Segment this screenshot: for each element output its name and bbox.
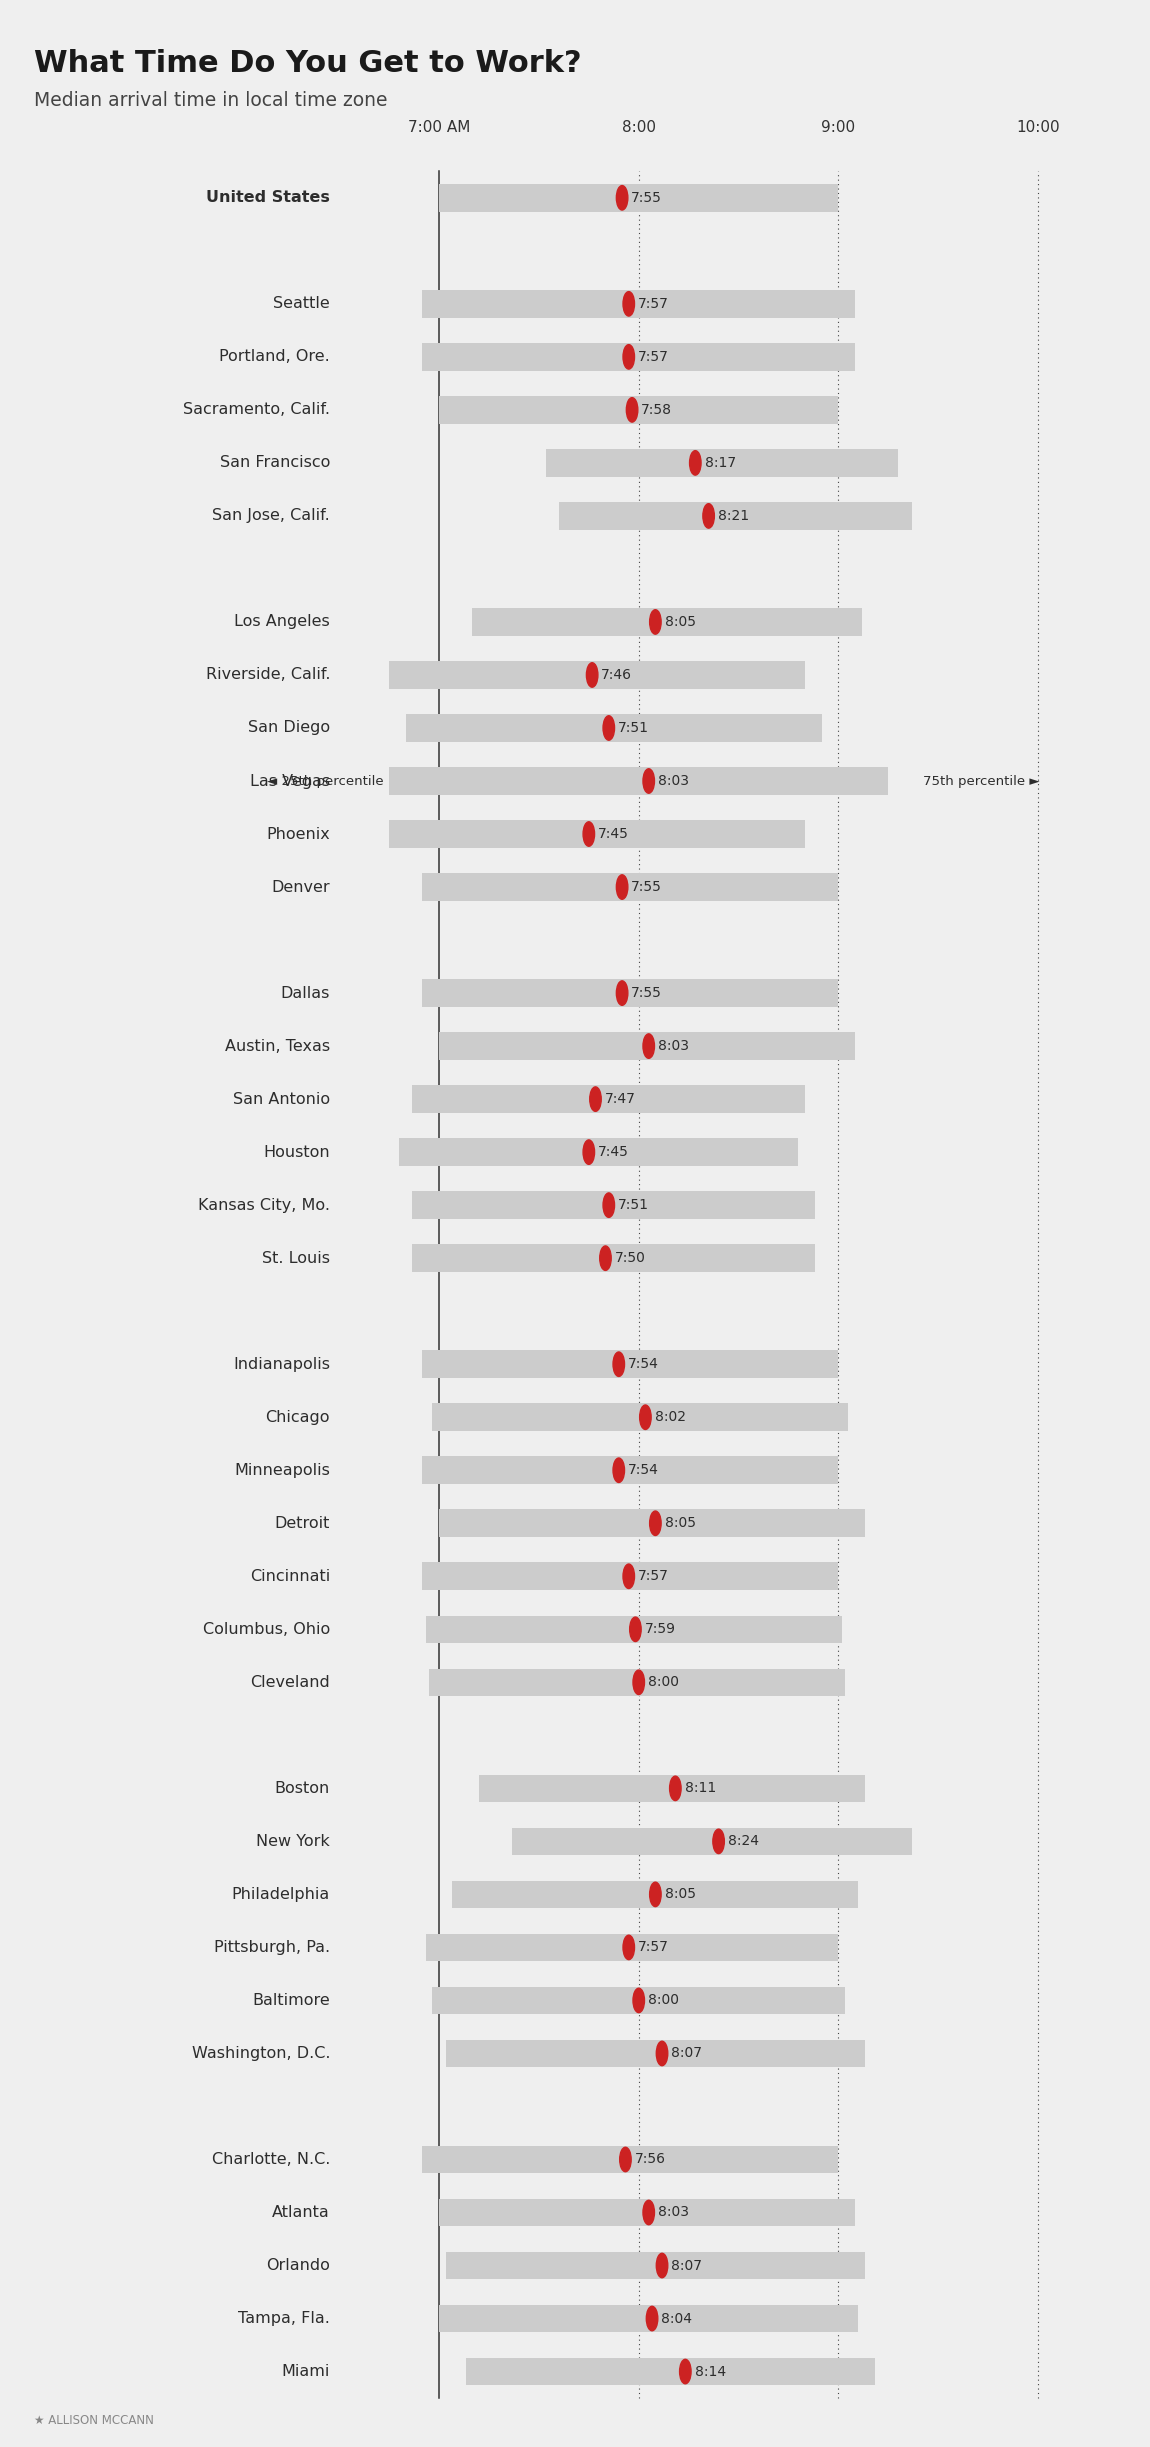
Text: 7:47: 7:47 (605, 1091, 636, 1106)
Text: 8:05: 8:05 (665, 614, 696, 629)
Text: 8:07: 8:07 (672, 2259, 703, 2273)
Text: What Time Do You Get to Work?: What Time Do You Get to Work? (34, 49, 582, 78)
Text: 7:55: 7:55 (631, 986, 662, 1001)
Text: 8:00: 8:00 (647, 1676, 678, 1688)
Text: 7:55: 7:55 (631, 881, 662, 893)
Text: Cincinnati: Cincinnati (250, 1569, 330, 1583)
Text: Charlotte, N.C.: Charlotte, N.C. (212, 2151, 330, 2168)
Text: 7:59: 7:59 (645, 1622, 675, 1637)
Text: 7:58: 7:58 (642, 404, 673, 416)
Text: 8:03: 8:03 (658, 773, 689, 788)
Text: St. Louis: St. Louis (262, 1250, 330, 1265)
Text: 7:57: 7:57 (638, 350, 669, 365)
Text: 8:03: 8:03 (658, 1040, 689, 1052)
Text: 7:50: 7:50 (614, 1250, 645, 1265)
Text: Orlando: Orlando (266, 2259, 330, 2273)
Text: 7:55: 7:55 (631, 191, 662, 206)
Text: United States: United States (206, 191, 330, 206)
Text: Washington, D.C.: Washington, D.C. (192, 2046, 330, 2060)
Text: San Antonio: San Antonio (233, 1091, 330, 1106)
Text: 7:54: 7:54 (628, 1358, 659, 1370)
Text: 7:56: 7:56 (635, 2153, 666, 2166)
Text: 8:02: 8:02 (654, 1409, 685, 1424)
Text: 8:24: 8:24 (728, 1835, 759, 1847)
Text: Houston: Houston (263, 1145, 330, 1160)
Text: 8:05: 8:05 (665, 1517, 696, 1529)
Text: 7:00 AM: 7:00 AM (408, 120, 470, 135)
Text: Pittsburgh, Pa.: Pittsburgh, Pa. (214, 1940, 330, 1955)
Text: San Francisco: San Francisco (220, 455, 330, 470)
Text: Minneapolis: Minneapolis (235, 1463, 330, 1478)
Text: ★ ALLISON MCCANN: ★ ALLISON MCCANN (34, 2415, 154, 2427)
Text: Austin, Texas: Austin, Texas (225, 1038, 330, 1055)
Text: 8:11: 8:11 (684, 1781, 715, 1796)
Text: 8:07: 8:07 (672, 2046, 703, 2060)
Text: Philadelphia: Philadelphia (232, 1887, 330, 1901)
Text: Los Angeles: Los Angeles (235, 614, 330, 629)
Text: 8:21: 8:21 (718, 509, 749, 524)
Text: 9:00: 9:00 (821, 120, 856, 135)
Text: Dallas: Dallas (281, 986, 330, 1001)
Text: 8:04: 8:04 (661, 2312, 692, 2325)
Text: Indianapolis: Indianapolis (233, 1356, 330, 1373)
Text: Tampa, Fla.: Tampa, Fla. (238, 2310, 330, 2327)
Text: 8:17: 8:17 (705, 455, 736, 470)
Text: 7:51: 7:51 (618, 1199, 649, 1211)
Text: 7:54: 7:54 (628, 1463, 659, 1478)
Text: Cleveland: Cleveland (251, 1674, 330, 1691)
Text: 8:03: 8:03 (658, 2205, 689, 2219)
Text: Median arrival time in local time zone: Median arrival time in local time zone (34, 91, 388, 110)
Text: Las Vegas: Las Vegas (250, 773, 330, 788)
Text: 75th percentile ►: 75th percentile ► (922, 776, 1040, 788)
Text: Chicago: Chicago (266, 1409, 330, 1424)
Text: 7:57: 7:57 (638, 296, 669, 311)
Text: San Diego: San Diego (248, 719, 330, 737)
Text: 8:00: 8:00 (647, 1994, 678, 2007)
Text: 8:00: 8:00 (622, 120, 656, 135)
Text: 7:45: 7:45 (598, 827, 629, 842)
Text: Denver: Denver (271, 878, 330, 896)
Text: Atlanta: Atlanta (273, 2205, 330, 2219)
Text: Seattle: Seattle (274, 296, 330, 311)
Text: 7:46: 7:46 (601, 668, 633, 683)
Text: Boston: Boston (275, 1781, 330, 1796)
Text: 7:57: 7:57 (638, 1940, 669, 1955)
Text: Sacramento, Calif.: Sacramento, Calif. (183, 401, 330, 418)
Text: Kansas City, Mo.: Kansas City, Mo. (198, 1197, 330, 1214)
Text: San Jose, Calif.: San Jose, Calif. (213, 509, 330, 524)
Text: Columbus, Ohio: Columbus, Ohio (202, 1622, 330, 1637)
Text: 8:05: 8:05 (665, 1887, 696, 1901)
Text: New York: New York (256, 1833, 330, 1850)
Text: 8:14: 8:14 (695, 2364, 726, 2378)
Text: Miami: Miami (282, 2364, 330, 2378)
Text: Riverside, Calif.: Riverside, Calif. (206, 668, 330, 683)
Text: 10:00: 10:00 (1017, 120, 1060, 135)
Text: 7:45: 7:45 (598, 1145, 629, 1160)
Text: 7:51: 7:51 (618, 722, 649, 734)
Text: ◄ 25th percentile: ◄ 25th percentile (267, 776, 383, 788)
Text: Baltimore: Baltimore (252, 1992, 330, 2009)
Text: Portland, Ore.: Portland, Ore. (220, 350, 330, 365)
Text: Phoenix: Phoenix (267, 827, 330, 842)
Text: Detroit: Detroit (275, 1515, 330, 1532)
Text: 7:57: 7:57 (638, 1569, 669, 1583)
